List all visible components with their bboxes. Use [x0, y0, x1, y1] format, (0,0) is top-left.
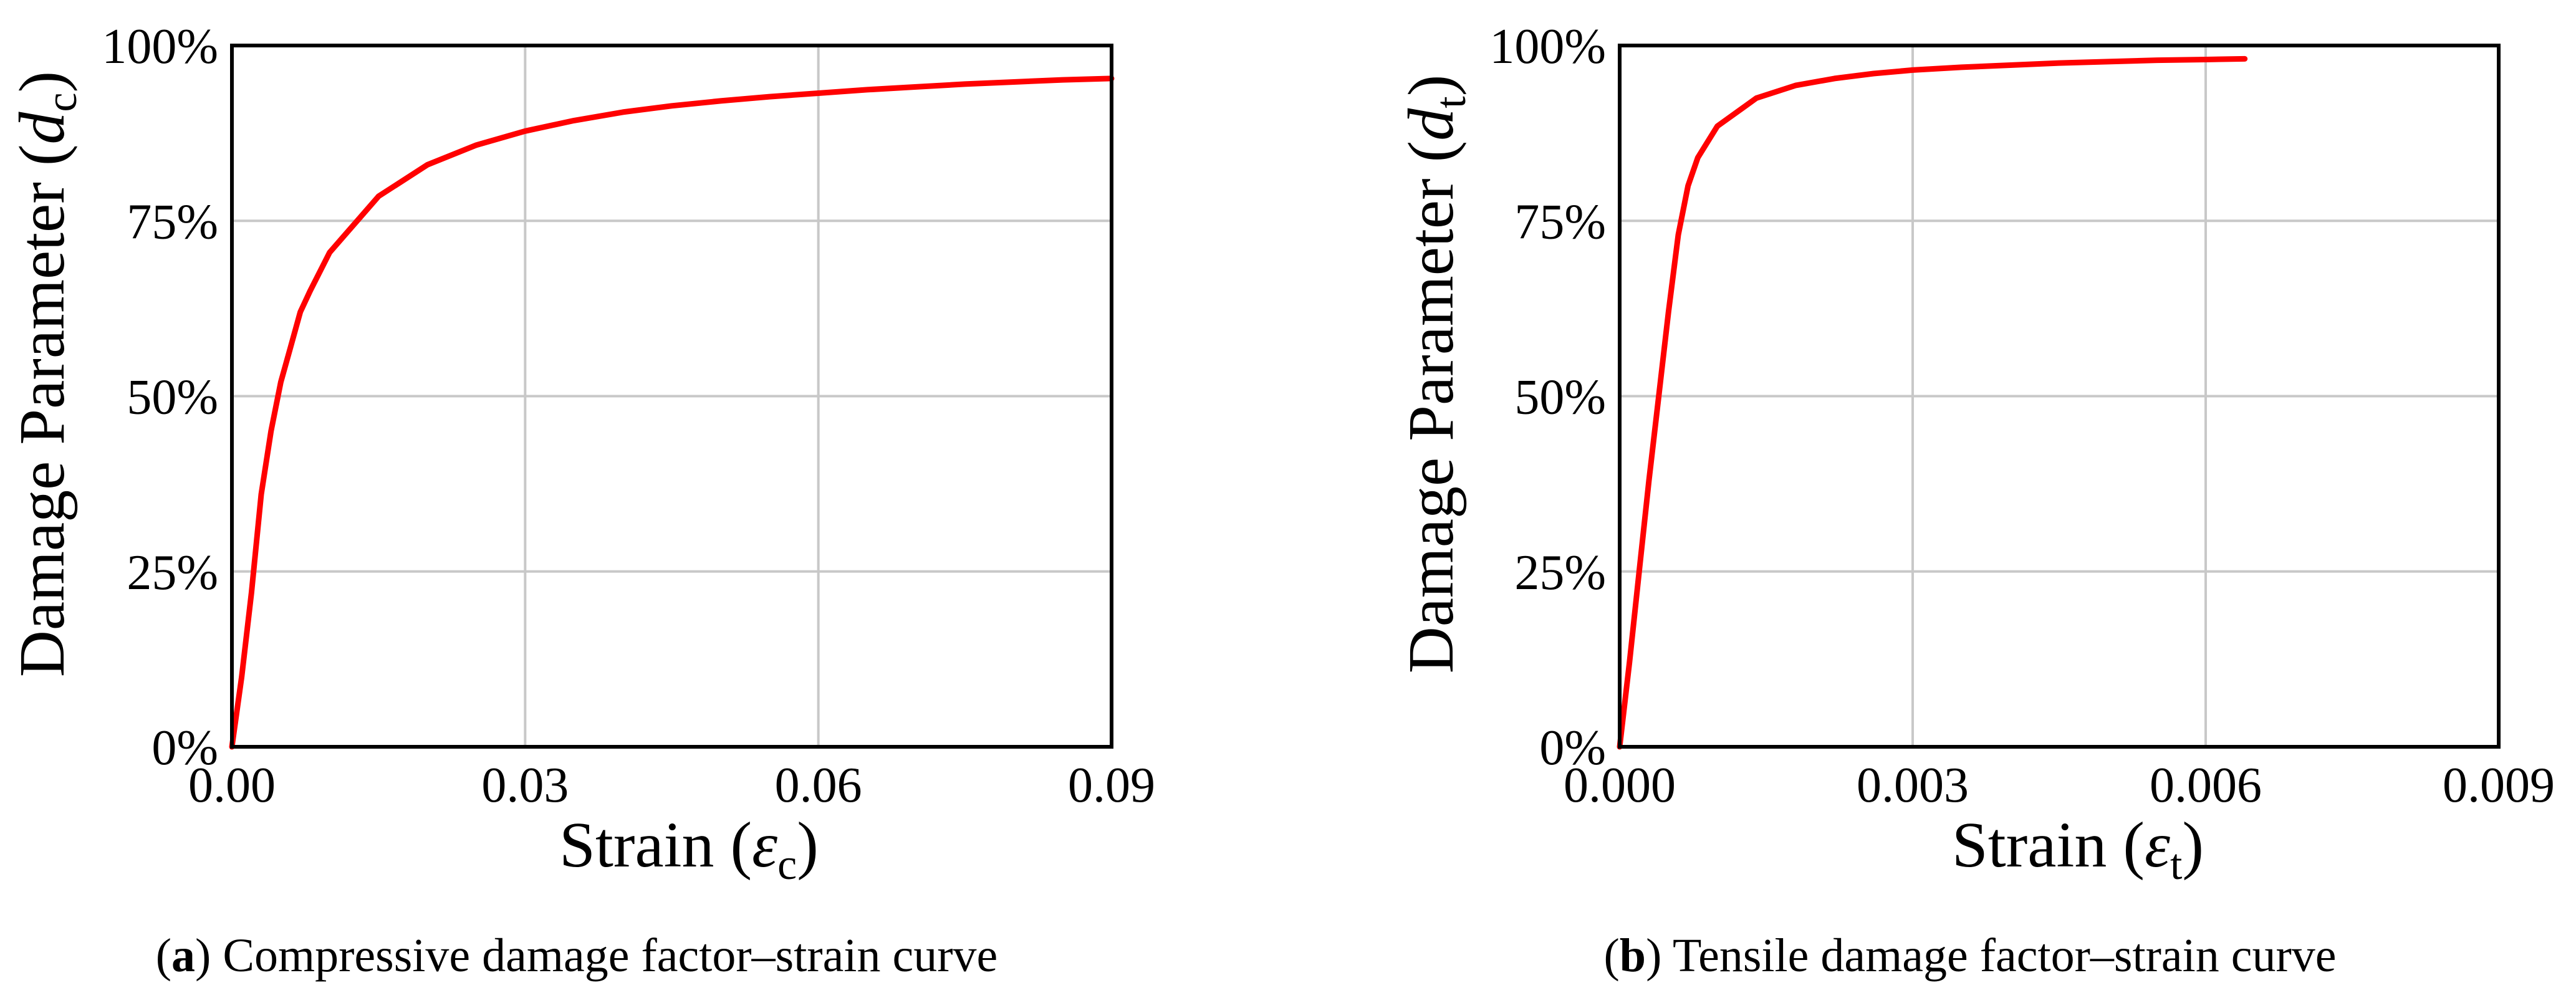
panel-b-y-axis-label-symbol: d	[1395, 108, 1467, 141]
panel-a-x-axis-label-close: )	[797, 809, 819, 881]
panel-b-x-axis-label: Strain (εt)	[1952, 809, 2204, 889]
panel-a-y-axis-label-close: )	[6, 71, 78, 93]
panel-a-x-axis-label-symbol: ε	[752, 809, 777, 881]
panel-b: 0.000 0.003 0.006 0.009 0% 25% 50% 75% 100% Dam…	[1395, 19, 2555, 982]
panel-a-x-tick-label-2: 0.06	[775, 758, 862, 813]
panel-a-x-tick-label-0: 0.00	[188, 758, 276, 813]
panel-a-x-tick-label-1: 0.03	[481, 758, 569, 813]
panel-a-x-axis-label-subscript: c	[777, 841, 797, 889]
panel-a-y-axis-label-subscript: c	[38, 92, 86, 112]
panel-b-y-tick-label-3: 75%	[1514, 194, 1606, 249]
panel-b-x-tick-label-2: 0.006	[2150, 758, 2262, 813]
panel-a-y-ticks: 0% 25% 50% 75% 100%	[102, 19, 218, 775]
panel-b-y-axis-label-text: Damage Parameter (	[1395, 141, 1467, 674]
panel-b-y-ticks: 0% 25% 50% 75% 100%	[1489, 19, 1606, 775]
panel-b-caption: (b) Tensile damage factor–strain curve	[1603, 929, 2336, 982]
panel-a-series-line-0	[229, 75, 1115, 750]
panel-b-series	[1617, 55, 2248, 750]
panel-a-y-tick-label-1: 25%	[127, 545, 218, 600]
panel-b-x-axis-label-subscript: t	[2170, 841, 2183, 889]
panel-a-y-axis-label-text: Damage Parameter (	[6, 145, 78, 678]
panel-a-x-axis-label-text: Strain (	[559, 809, 752, 881]
panel-a-x-ticks: 0.00 0.03 0.06 0.09	[188, 758, 1155, 813]
panel-b-x-axis-label-symbol: ε	[2145, 809, 2170, 881]
panel-a-y-tick-label-4: 100%	[102, 19, 218, 74]
panel-a-x-tick-label-3: 0.09	[1068, 758, 1155, 813]
panel-b-grid	[1620, 46, 2499, 747]
panel-b-caption-letter: b	[1620, 929, 1646, 982]
panel-a-caption-letter: a	[171, 929, 195, 982]
panel-b-caption-text: Tensile damage factor–strain curve	[1673, 929, 2337, 982]
panel-a-plot-frame	[230, 44, 1113, 749]
panel-a-x-axis-label: Strain (εc)	[559, 809, 819, 889]
panel-b-y-axis-label-close: )	[1395, 75, 1467, 97]
panel-b-y-tick-label-1: 25%	[1514, 545, 1606, 600]
panel-a-y-axis-label: Damage Parameter (dc)	[6, 71, 86, 677]
panel-b-x-axis-label-close: )	[2182, 809, 2204, 881]
panel-a-caption: (a) Compressive damage factor–strain cur…	[156, 929, 998, 982]
panel-b-y-tick-label-0: 0%	[1539, 721, 1606, 775]
panel-b-y-tick-label-4: 100%	[1489, 19, 1606, 74]
panel-b-x-tick-label-3: 0.009	[2443, 758, 2555, 813]
panel-a-grid	[232, 46, 1112, 747]
panel-b-y-tick-label-2: 50%	[1514, 370, 1606, 425]
panel-b-plot-frame	[1618, 44, 2501, 749]
panel-b-x-axis-label-text: Strain (	[1952, 809, 2145, 881]
panel-a-series	[229, 75, 1115, 750]
panel-a-y-axis-label-symbol: d	[6, 112, 78, 145]
panel-b-y-axis-label-subscript: t	[1427, 96, 1475, 108]
panel-b-x-tick-label-1: 0.003	[1857, 758, 1969, 813]
panel-a-caption-text: Compressive damage factor–strain curve	[223, 929, 997, 982]
panel-b-series-line-0	[1617, 55, 2248, 750]
panel-b-x-tick-label-0: 0.000	[1564, 758, 1676, 813]
panel-b-x-ticks: 0.000 0.003 0.006 0.009	[1564, 758, 2555, 813]
panel-b-y-axis-label: Damage Parameter (dt)	[1395, 75, 1475, 674]
panel-a-y-tick-label-3: 75%	[127, 194, 218, 249]
panel-a: 0.00 0.03 0.06 0.09 0% 25% 50% 75% 100% Damage …	[6, 19, 1155, 982]
panel-a-y-tick-label-2: 50%	[127, 370, 218, 425]
panel-a-y-tick-label-0: 0%	[151, 721, 218, 775]
